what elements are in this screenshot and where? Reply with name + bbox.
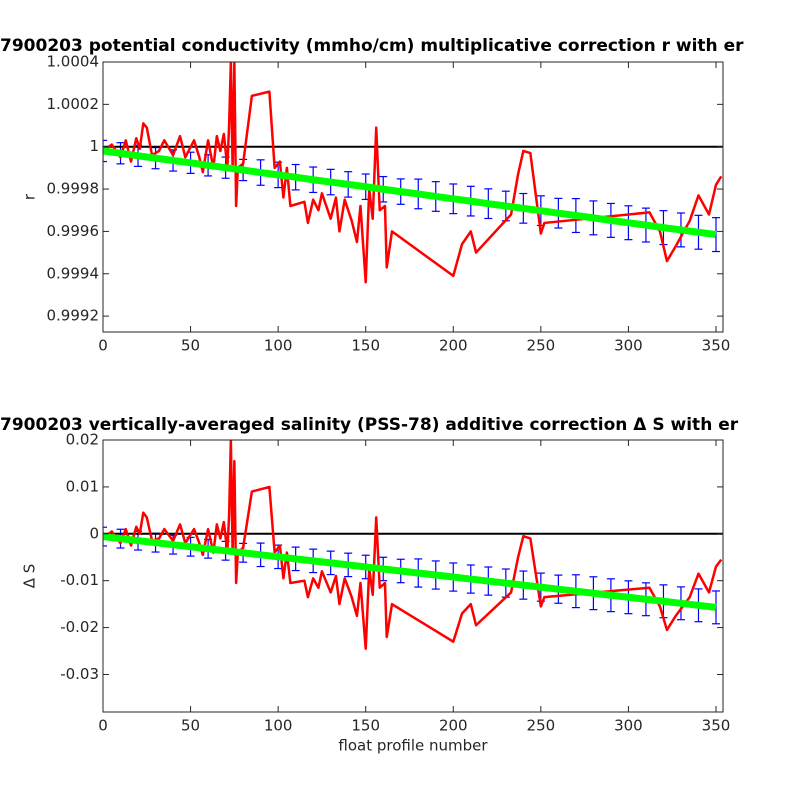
axes-box (102, 439, 724, 713)
data-line (103, 440, 723, 650)
x-tick-label: 300 (614, 717, 643, 735)
axes-box (102, 61, 724, 333)
y-tick-label: 0.9996 (47, 222, 100, 240)
y-tick-label: 1.0002 (47, 95, 100, 113)
x-tick-label: 250 (527, 337, 556, 355)
y-tick-label: -0.01 (60, 571, 99, 589)
error-bar (103, 139, 107, 163)
data-line (103, 62, 723, 284)
x-tick-label: 150 (351, 337, 380, 355)
y-tick-label: 0.9992 (47, 307, 100, 325)
y-tick-label: 0.02 (66, 431, 99, 449)
x-tick-label: 150 (351, 717, 380, 735)
error-bar (103, 526, 107, 547)
plot (103, 62, 723, 284)
y-tick-label: 0.9994 (47, 264, 100, 282)
y-tick-label: 0.01 (66, 477, 99, 495)
plot-area (103, 440, 723, 712)
y-tick-label: -0.03 (60, 665, 99, 683)
y-tick-label: 1 (89, 137, 99, 155)
x-tick-label: 100 (264, 717, 293, 735)
y-axis-label: Δ S (21, 564, 39, 589)
x-tick-label: 50 (181, 717, 200, 735)
x-axis-label: float profile number (338, 737, 488, 755)
x-tick-label: 300 (614, 337, 643, 355)
plot-area (103, 62, 723, 332)
x-tick-label: 100 (264, 337, 293, 355)
x-tick-label: 0 (98, 337, 108, 355)
y-tick-label: -0.02 (60, 618, 99, 636)
y-tick-label: 1.0004 (47, 53, 100, 71)
chart-title: 7900203 potential conductivity (mmho/cm)… (0, 36, 744, 56)
y-tick-label: 0.9998 (47, 180, 100, 198)
x-tick-label: 0 (98, 717, 108, 735)
y-axis-label: r (21, 193, 39, 200)
chart-title: 7900203 vertically-averaged salinity (PS… (0, 415, 739, 435)
y-tick-label: 0 (89, 524, 99, 542)
plot (103, 440, 723, 650)
x-tick-label: 200 (439, 717, 468, 735)
fit-line (103, 147, 717, 239)
x-tick-label: 200 (439, 337, 468, 355)
fit-line (103, 533, 717, 611)
x-tick-label: 50 (181, 337, 200, 355)
x-tick-label: 350 (702, 337, 731, 355)
x-tick-label: 350 (702, 717, 731, 735)
x-tick-label: 250 (527, 717, 556, 735)
